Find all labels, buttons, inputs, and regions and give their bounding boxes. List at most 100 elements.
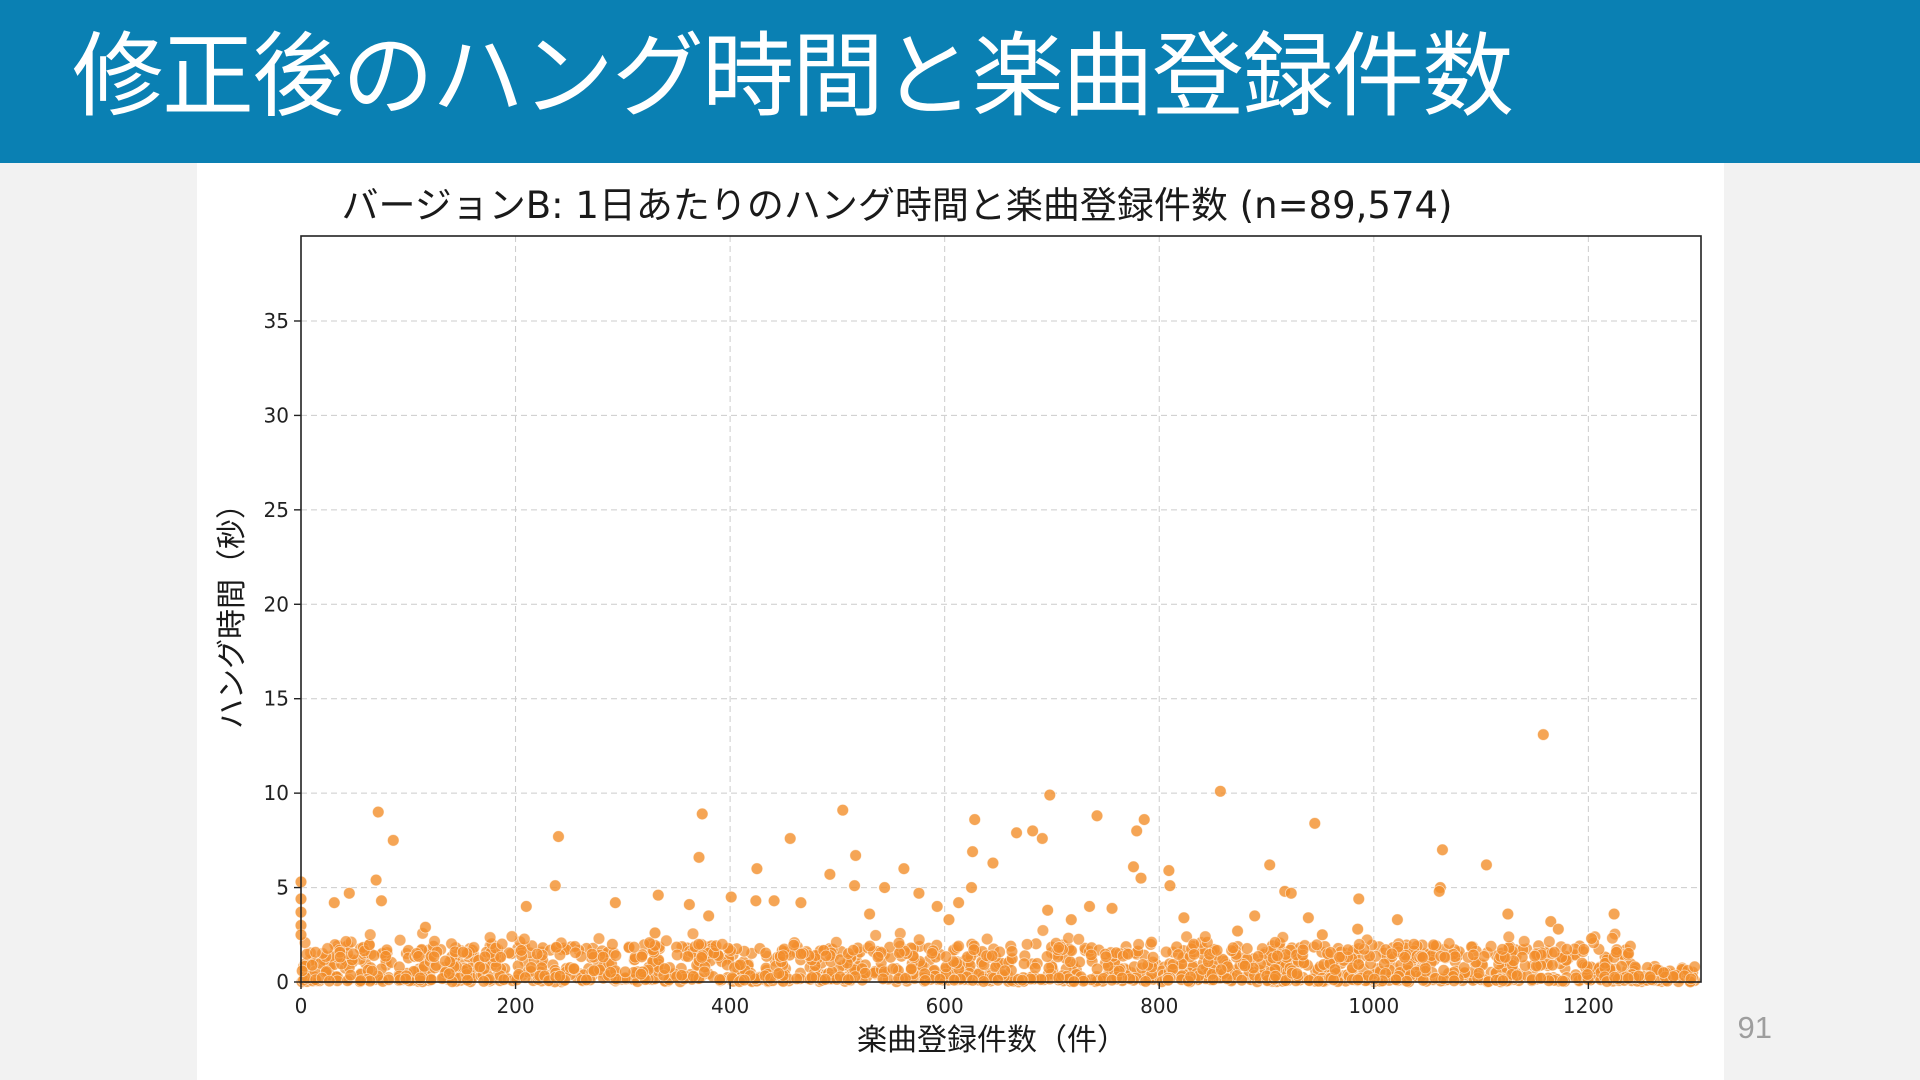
- x-tick-label: 0: [295, 994, 308, 1018]
- data-point: [947, 973, 961, 987]
- data-point: [387, 834, 400, 847]
- x-tick-label: 1200: [1563, 994, 1614, 1018]
- data-point: [1480, 858, 1493, 872]
- data-point: [986, 856, 1000, 870]
- data-point: [1608, 971, 1621, 984]
- data-point: [1238, 959, 1252, 973]
- data-point: [379, 950, 392, 963]
- y-tick-label: 10: [264, 781, 289, 805]
- data-point: [1269, 969, 1282, 983]
- data-point: [1210, 944, 1224, 957]
- data-point: [518, 932, 531, 946]
- data-point: [634, 967, 648, 981]
- data-point: [1184, 970, 1197, 984]
- data-point: [1226, 941, 1240, 955]
- data-point: [966, 845, 979, 858]
- y-tick-label: 25: [264, 498, 289, 522]
- data-point: [393, 933, 407, 947]
- data-point: [550, 941, 563, 954]
- data-point: [738, 973, 751, 987]
- data-point: [966, 974, 979, 987]
- data-point: [805, 971, 819, 984]
- data-point: [939, 950, 953, 963]
- data-point: [1569, 971, 1583, 985]
- y-axis-label: ハング時間（秒）: [215, 489, 250, 729]
- axis-ticks: 0 200 400 600 800 1000 1200 0 5 10 15 20 25 30 35: [264, 309, 1614, 1018]
- data-point: [369, 873, 383, 887]
- data-point: [1316, 928, 1329, 941]
- data-point: [478, 950, 492, 963]
- data-point: [716, 938, 729, 951]
- grid-lines: [301, 236, 1701, 982]
- data-point: [1105, 902, 1119, 915]
- data-point: [1121, 947, 1135, 961]
- data-point: [1528, 949, 1541, 963]
- data-point: [836, 803, 849, 817]
- data-point: [531, 947, 544, 961]
- data-point: [1391, 913, 1404, 926]
- data-point: [925, 947, 939, 960]
- data-point: [734, 958, 747, 972]
- data-point: [1407, 938, 1421, 951]
- data-point: [1248, 909, 1261, 923]
- data-point: [382, 973, 395, 986]
- data-point: [1622, 947, 1635, 960]
- data-point: [1268, 936, 1282, 949]
- data-point: [553, 969, 567, 983]
- data-point: [1090, 962, 1104, 976]
- data-point: [519, 971, 532, 984]
- data-point: [952, 939, 965, 953]
- data-point: [354, 974, 367, 987]
- data-point: [1467, 948, 1480, 962]
- data-point: [587, 964, 601, 977]
- data-point: [692, 851, 706, 864]
- data-point: [869, 929, 882, 942]
- data-point: [619, 965, 632, 979]
- data-point: [1235, 973, 1248, 987]
- data-point: [1251, 950, 1265, 963]
- data-point: [1427, 938, 1440, 952]
- data-point: [980, 932, 994, 946]
- page-number: 91: [1737, 1010, 1772, 1045]
- data-point: [1552, 922, 1565, 936]
- data-point: [1132, 938, 1145, 951]
- data-point: [1263, 858, 1276, 872]
- data-point: [1575, 956, 1589, 970]
- data-point: [1302, 911, 1315, 924]
- data-point: [427, 950, 441, 963]
- y-tick-label: 20: [264, 592, 289, 616]
- data-point: [1351, 973, 1364, 987]
- data-point: [1010, 826, 1023, 840]
- data-point: [1064, 955, 1077, 969]
- data-point: [1026, 824, 1039, 838]
- data-point: [428, 935, 441, 948]
- data-point: [497, 973, 510, 986]
- data-point: [399, 972, 412, 986]
- data-point: [375, 894, 388, 907]
- data-point: [1072, 933, 1085, 946]
- data-point: [1327, 973, 1340, 986]
- data-point: [1271, 949, 1284, 963]
- data-point: [1607, 907, 1621, 921]
- data-point: [1496, 943, 1509, 956]
- data-point: [343, 887, 356, 900]
- data-point: [849, 849, 862, 862]
- data-point: [1543, 935, 1556, 948]
- data-point: [596, 950, 610, 964]
- data-point: [419, 921, 432, 934]
- data-point: [606, 938, 619, 951]
- data-point: [783, 832, 797, 845]
- data-point: [1517, 935, 1531, 948]
- data-point: [776, 949, 790, 962]
- data-point: [1353, 938, 1366, 951]
- data-point: [1610, 946, 1623, 959]
- data-point: [687, 970, 700, 983]
- data-point: [794, 947, 808, 961]
- plot-frame: [300, 235, 1702, 983]
- data-point: [1130, 824, 1143, 838]
- data-point: [1657, 966, 1670, 979]
- data-point: [1438, 950, 1451, 964]
- data-point: [1448, 950, 1462, 963]
- data-point: [567, 962, 580, 975]
- data-point: [942, 913, 956, 926]
